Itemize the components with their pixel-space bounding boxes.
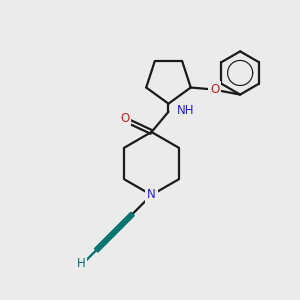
Text: H: H — [77, 257, 85, 270]
Text: NH: NH — [177, 104, 194, 117]
Text: O: O — [210, 83, 219, 96]
Text: N: N — [147, 188, 156, 202]
Text: O: O — [120, 112, 129, 125]
